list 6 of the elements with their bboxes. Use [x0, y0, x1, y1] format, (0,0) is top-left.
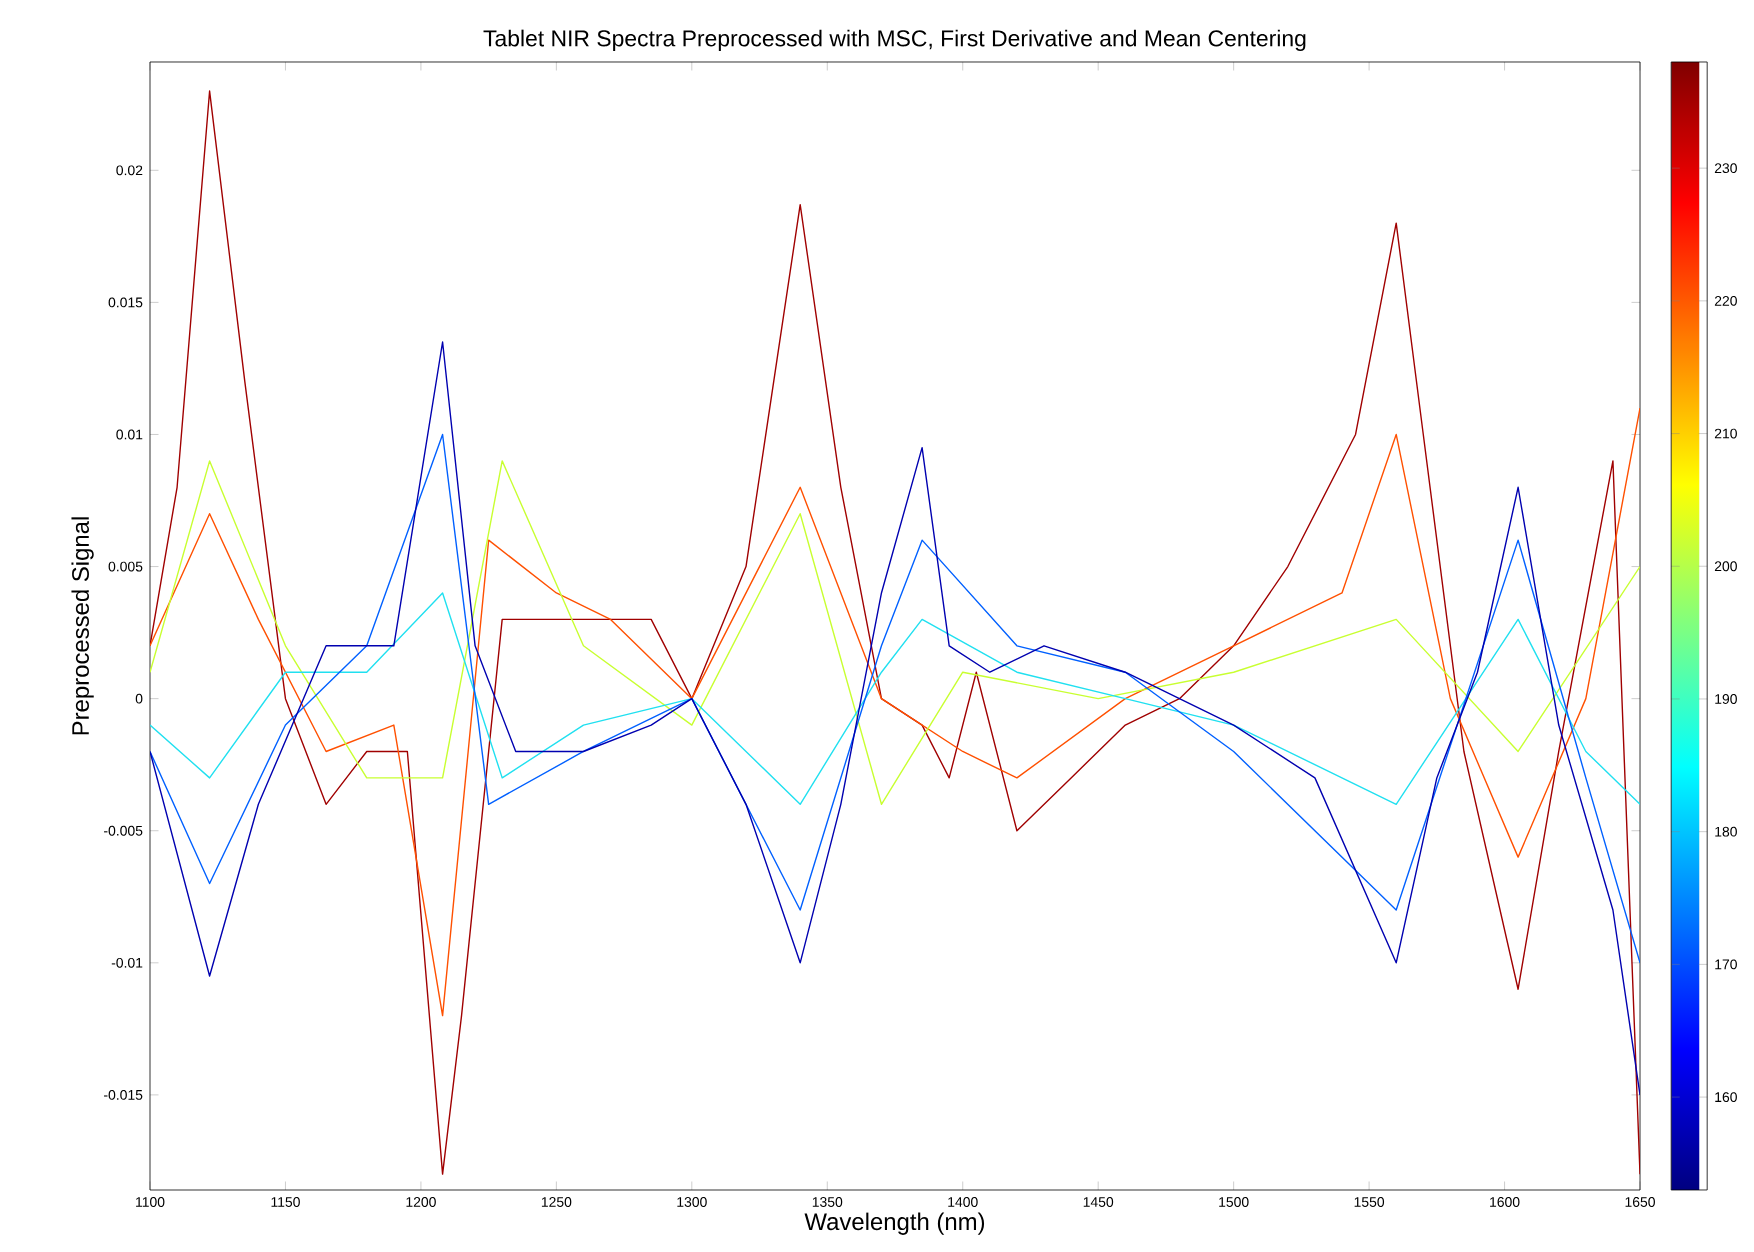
line-series — [150, 460, 1641, 806]
x-axis-title: Wavelength (nm) — [804, 1212, 985, 1235]
line-series — [150, 592, 1641, 806]
y-axis-title: Preprocessed Signal — [71, 517, 94, 735]
line-series — [150, 341, 1641, 1096]
chart-title: Tablet NIR Spectra Preprocessed with MSC, First Derivative and Mean Centering — [483, 29, 1306, 51]
